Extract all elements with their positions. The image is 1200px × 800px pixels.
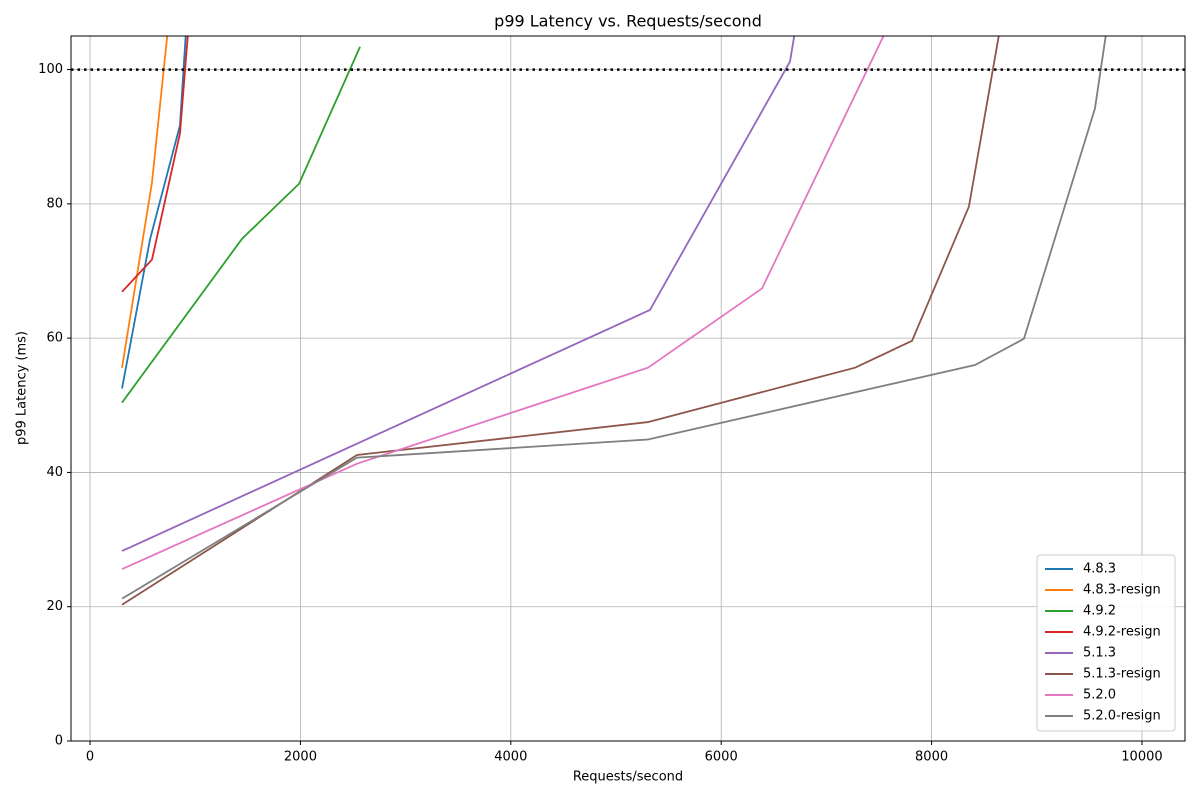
legend-label: 5.1.3 [1083, 646, 1116, 661]
y-tick-label: 0 [55, 734, 63, 749]
grid [71, 36, 1185, 742]
legend-label: 5.2.0 [1083, 688, 1116, 703]
x-tick-label: 4000 [494, 750, 527, 765]
x-tick-label: 6000 [705, 750, 738, 765]
series-line [121, 36, 885, 570]
y-tick-label: 40 [46, 465, 63, 480]
y-tick-label: 100 [38, 62, 63, 77]
series-line [121, 36, 169, 368]
legend-box [1036, 554, 1176, 732]
x-tick-label: 2000 [284, 750, 317, 765]
y-axis-label: p99 Latency (ms) [15, 331, 30, 445]
chart-title: p99 Latency vs. Requests/second [494, 12, 762, 31]
legend-label: 4.8.3 [1083, 562, 1116, 577]
y-tick-label: 80 [46, 196, 63, 211]
plot [71, 36, 1185, 606]
legend-label: 5.2.0-resign [1083, 709, 1161, 724]
legend-label: 4.9.2-resign [1083, 625, 1161, 640]
legend: 4.8.3 4.8.3-resign 4.9.2 4.9.2-resign 5.1.3 5… [1036, 554, 1176, 732]
series-line [121, 36, 1107, 600]
legend-label: 4.8.3-resign [1083, 583, 1161, 598]
series-line [121, 36, 796, 552]
x-axis-label: Requests/second [573, 770, 683, 785]
y-tick-label: 20 [46, 599, 63, 614]
legend-label: 5.1.3-resign [1083, 667, 1161, 682]
series-line [121, 36, 1000, 606]
y-tick-label: 60 [46, 331, 63, 346]
series-line [121, 36, 187, 389]
x-tick-label: 0 [86, 750, 94, 765]
x-tick-label: 10000 [1121, 750, 1162, 765]
plot-frame [70, 35, 1186, 742]
series-line [121, 36, 189, 293]
series-line [121, 46, 361, 404]
legend-label: 4.9.2 [1083, 604, 1116, 619]
x-tick-label: 8000 [915, 750, 948, 765]
